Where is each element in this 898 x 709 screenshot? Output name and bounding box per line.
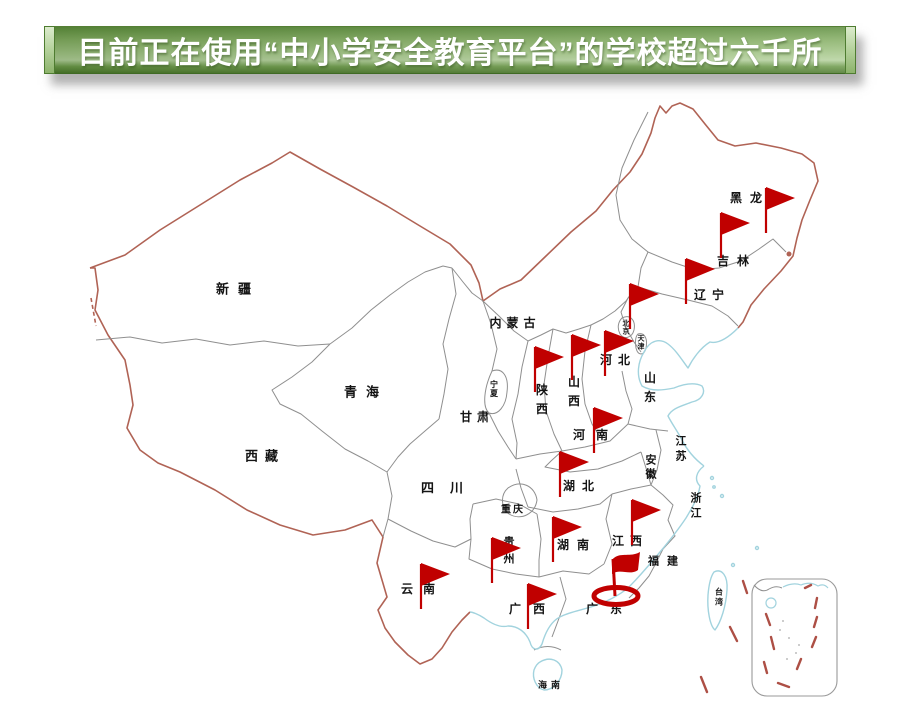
banner-right-cap xyxy=(845,26,856,74)
province-label-fujian: 福建 xyxy=(648,555,686,568)
banner-left-cap xyxy=(44,26,55,74)
banner-title-text: 目前正在使用“中小学安全教育平台”的学校超过六千所 xyxy=(77,37,823,70)
province-label-liaoning: 辽宁 xyxy=(693,288,731,303)
province-label-beijing: 北京 xyxy=(622,319,630,335)
province-label-yunnan: 云南 xyxy=(400,582,446,597)
outer-border xyxy=(89,102,819,665)
nine-dash-line xyxy=(699,579,819,694)
province-label-zhejiang: 浙江 xyxy=(690,492,702,520)
province-label-hubei: 湖北 xyxy=(562,479,602,494)
coastline xyxy=(469,327,760,691)
province-label-hunan: 湖南 xyxy=(556,538,598,553)
inset-islands xyxy=(779,620,800,660)
province-label-henan: 河南 xyxy=(572,428,620,443)
province-label-hainan: 海南 xyxy=(537,679,565,690)
banner-body: 目前正在使用“中小学安全教育平台”的学校超过六千所 xyxy=(55,26,845,74)
province-label-xizang: 西藏 xyxy=(244,448,286,464)
province-label-ningxia: 宁夏 xyxy=(490,380,498,398)
province-label-anhui: 安徽 xyxy=(645,454,657,481)
province-label-neimenggu: 内蒙古 xyxy=(489,316,541,331)
province-label-shaanxi: 陕西 xyxy=(535,382,549,416)
province-label-jilin: 吉林 xyxy=(716,254,758,269)
province-label-jiangxi: 江西 xyxy=(611,534,649,549)
title-banner: 目前正在使用“中小学安全教育平台”的学校超过六千所 xyxy=(44,26,856,74)
province-label-heilongjiang: 黑龙 xyxy=(729,191,771,206)
province-label-shandong: 山东 xyxy=(643,370,657,404)
province-label-chongqing: 重庆 xyxy=(501,504,525,516)
province-label-qinghai: 青海 xyxy=(343,384,389,400)
province-borders xyxy=(95,111,787,651)
province-label-jiangsu: 江苏 xyxy=(675,435,687,463)
province-label-hebei: 河北 xyxy=(599,353,637,368)
province-label-gansu: 甘肃 xyxy=(459,410,495,425)
province-label-guizhou: 贵州 xyxy=(503,536,515,566)
province-label-sichuan: 四川 xyxy=(420,480,480,496)
south-china-sea-inset xyxy=(699,578,838,697)
province-label-xinjiang: 新疆 xyxy=(215,281,261,297)
province-label-taiwan: 台湾 xyxy=(715,587,723,606)
province-label-tianjin: 天津 xyxy=(637,334,645,350)
